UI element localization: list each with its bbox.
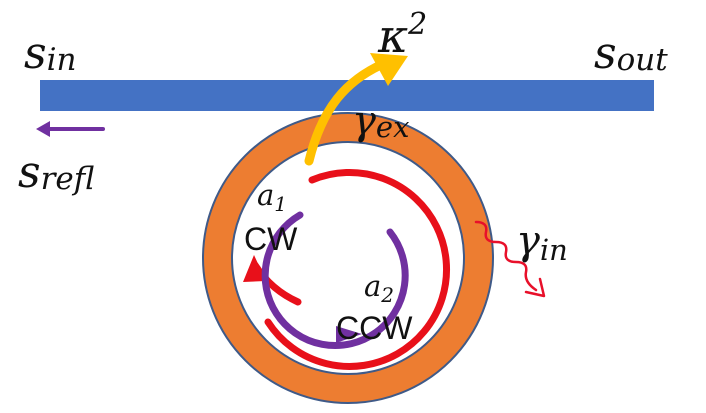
label-ccw: CCW bbox=[336, 310, 413, 346]
coupling-arrow bbox=[304, 53, 408, 166]
left-arrow-icon bbox=[36, 121, 50, 137]
label-cw: CW bbox=[244, 221, 298, 257]
reflection-arrow bbox=[36, 121, 105, 137]
label-a2: a2 bbox=[364, 269, 394, 307]
wavy-arrow-icon bbox=[474, 220, 538, 292]
label-gamma-in: γin bbox=[516, 218, 568, 267]
label-s-in: sin bbox=[24, 28, 76, 79]
ring-resonator bbox=[202, 112, 494, 404]
label-a1: a1 bbox=[257, 178, 287, 216]
loss-arrow bbox=[474, 220, 546, 298]
cw-arrowhead bbox=[243, 255, 266, 282]
label-s-out: sout bbox=[594, 28, 668, 79]
ccw-arrowhead bbox=[336, 326, 362, 343]
ccw-mode-arrow bbox=[261, 211, 409, 349]
cw-mode-arrow bbox=[243, 168, 450, 370]
label-s-refl: srefl bbox=[18, 147, 94, 198]
label-kappa-squared: κ2 bbox=[377, 7, 427, 63]
label-gamma-ex: γex bbox=[352, 98, 409, 144]
ring-inner bbox=[231, 141, 465, 375]
curved-arrow-icon bbox=[370, 53, 408, 86]
